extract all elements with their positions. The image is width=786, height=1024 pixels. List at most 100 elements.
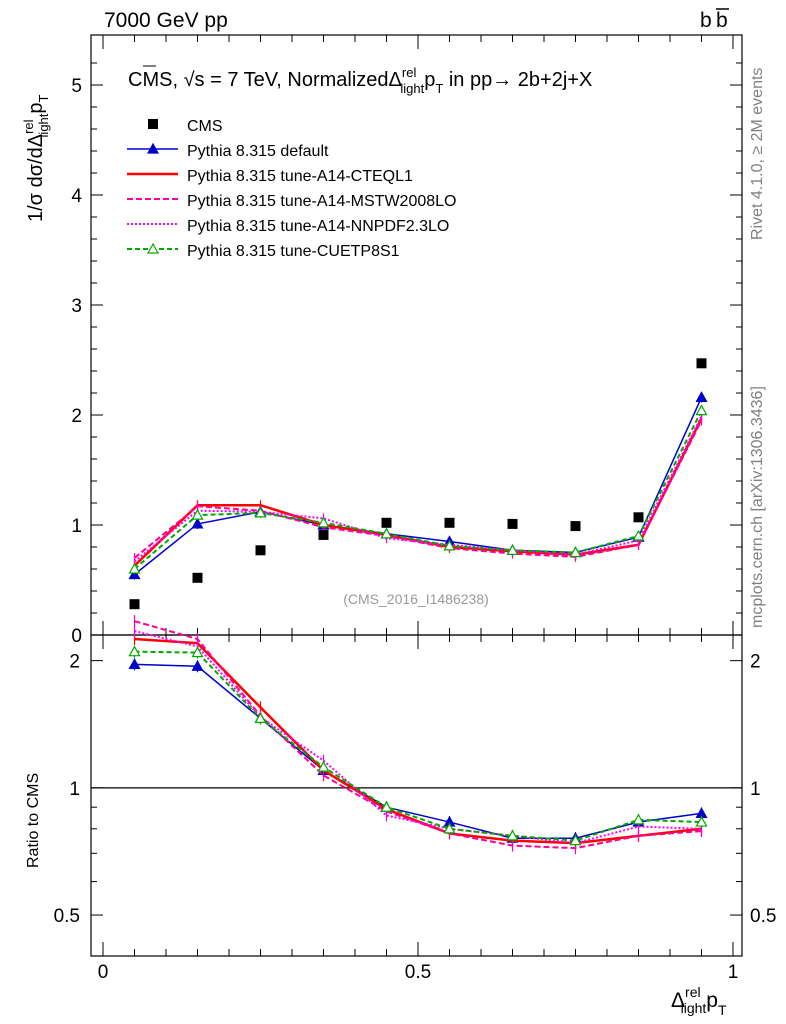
series-point (632, 529, 645, 541)
header-bbar: b (716, 9, 728, 32)
cms-data-point (633, 512, 644, 523)
series-point (254, 506, 267, 518)
series-line (133, 410, 703, 570)
ratio-point (317, 760, 330, 772)
title-p: p (424, 69, 435, 91)
legend-label: Pythia 8.315 tune-A14-CTEQL1 (187, 168, 413, 185)
cms-data-point (255, 545, 266, 556)
cms-data-point (381, 517, 392, 528)
title-psub: T (435, 81, 443, 96)
ratio-axis-title: Ratio to CMS (25, 773, 42, 868)
ratio-line (134, 620, 702, 850)
ratio-line (134, 663, 702, 839)
x-title-psub: T (718, 1002, 727, 1018)
ratio-frame (90, 634, 743, 957)
ratio-point (128, 658, 141, 669)
ratio-line (134, 637, 702, 845)
ratio-tick-label: 0.5 (54, 906, 80, 927)
ratio-point (191, 646, 204, 658)
ratio-point (632, 813, 645, 825)
x-title-sup: rel (685, 984, 701, 1000)
ratio-line (134, 650, 702, 842)
ratio-point (569, 834, 582, 846)
y-title-sup: rel (21, 119, 36, 134)
legend-label: Pythia 8.315 tune-A14-MSTW2008LO (187, 193, 456, 210)
legend-label: Pythia 8.315 default (187, 143, 329, 160)
y-tick-label: 0 (71, 626, 82, 647)
series-point (443, 539, 456, 551)
x-tick-label: 0 (98, 962, 109, 983)
legend-marker (146, 242, 160, 254)
series-point (380, 527, 393, 539)
x-tick-label: 0.5 (405, 962, 431, 983)
ratio-tick-label: 2 (69, 652, 80, 673)
series-line (133, 417, 703, 567)
main-ticks (91, 62, 742, 636)
ratio-series-layer (128, 615, 708, 855)
cms-data-points (129, 358, 707, 610)
x-title-sub: light (681, 1000, 707, 1016)
title-sub: light (400, 81, 424, 96)
ratio-line (134, 630, 702, 845)
ratio-point (254, 712, 267, 724)
ratio-point (191, 660, 204, 671)
cms-data-point (696, 358, 707, 369)
ratio-tick-label-right: 2 (750, 652, 761, 673)
series-point (695, 391, 708, 402)
legend-marker-cms (148, 119, 158, 129)
title-sqrt: √s (184, 69, 205, 91)
series-line (133, 415, 703, 563)
series-point (191, 517, 204, 529)
y-tick-label: 5 (71, 76, 82, 97)
series-point (569, 546, 582, 558)
legend-label: Pythia 8.315 tune-CUETP8S1 (187, 243, 400, 260)
x-title-p: p (706, 989, 718, 1012)
legend-label: Pythia 8.315 tune-A14-NNPDF2.3LO (187, 218, 449, 235)
ratio-ticks (91, 660, 742, 957)
analysis-watermark: (CMS_2016_I1486238) (343, 591, 489, 607)
mcplots-label: mcplots.cern.ch [arXiv:1306.3436] (749, 386, 766, 628)
y-tick-label: 2 (71, 406, 82, 427)
y-title-sub: light (36, 113, 51, 137)
series-point (506, 544, 519, 555)
x-ticks (102, 35, 734, 956)
ratio-tick-label-right: 1 (750, 779, 761, 800)
rivet-label: Rivet 4.1.0, ≥ 2M events (749, 68, 766, 240)
plot-title: CMS, √s = 7 TeV, NormalizedΔrel lightpT i… (128, 65, 592, 96)
cms-data-point (570, 521, 581, 532)
legend-marker (146, 142, 160, 154)
x-tick-label: 1 (728, 962, 739, 983)
title-middle: = 7 TeV, NormalizedΔ (205, 69, 402, 91)
series-line (133, 420, 703, 559)
cms-data-point (507, 518, 518, 529)
ratio-point (443, 822, 456, 834)
y-tick-label: 1 (71, 516, 82, 537)
y-axis-title: 1/σ dσ/dΔrellightpT (21, 94, 51, 222)
ratio-tick-label: 1 (69, 779, 80, 800)
title-suffix: in pp→ 2b+2j+X (443, 69, 592, 91)
cms-data-point (129, 599, 140, 610)
series-point (317, 516, 330, 528)
header-energy: 7000 GeV pp (104, 9, 228, 32)
title-sup: rel (402, 65, 417, 80)
header-process: b b (700, 8, 729, 32)
x-title-delta: Δ (671, 989, 685, 1012)
ratio-tick-label-right: 0.5 (750, 906, 776, 927)
series-point (191, 508, 204, 520)
header-b: b (700, 9, 712, 32)
x-axis-title: Δrel lightpT (671, 984, 727, 1018)
cms-data-point (192, 572, 203, 583)
ratio-point (380, 800, 393, 812)
ratio-point (128, 645, 141, 657)
y-title-main: 1/σ dσ/dΔ (25, 134, 47, 222)
y-title-p: p (25, 102, 47, 113)
main-series-layer (128, 391, 708, 580)
legend-label: CMS (187, 118, 223, 135)
title-prefix: CMS, (128, 69, 184, 91)
series-point (128, 562, 141, 574)
cms-data-point (444, 517, 455, 528)
cms-data-point (318, 529, 329, 540)
y-title-psub: T (36, 94, 51, 102)
legend: CMS Pythia 8.315 default Pythia 8.315 tu… (127, 118, 456, 260)
